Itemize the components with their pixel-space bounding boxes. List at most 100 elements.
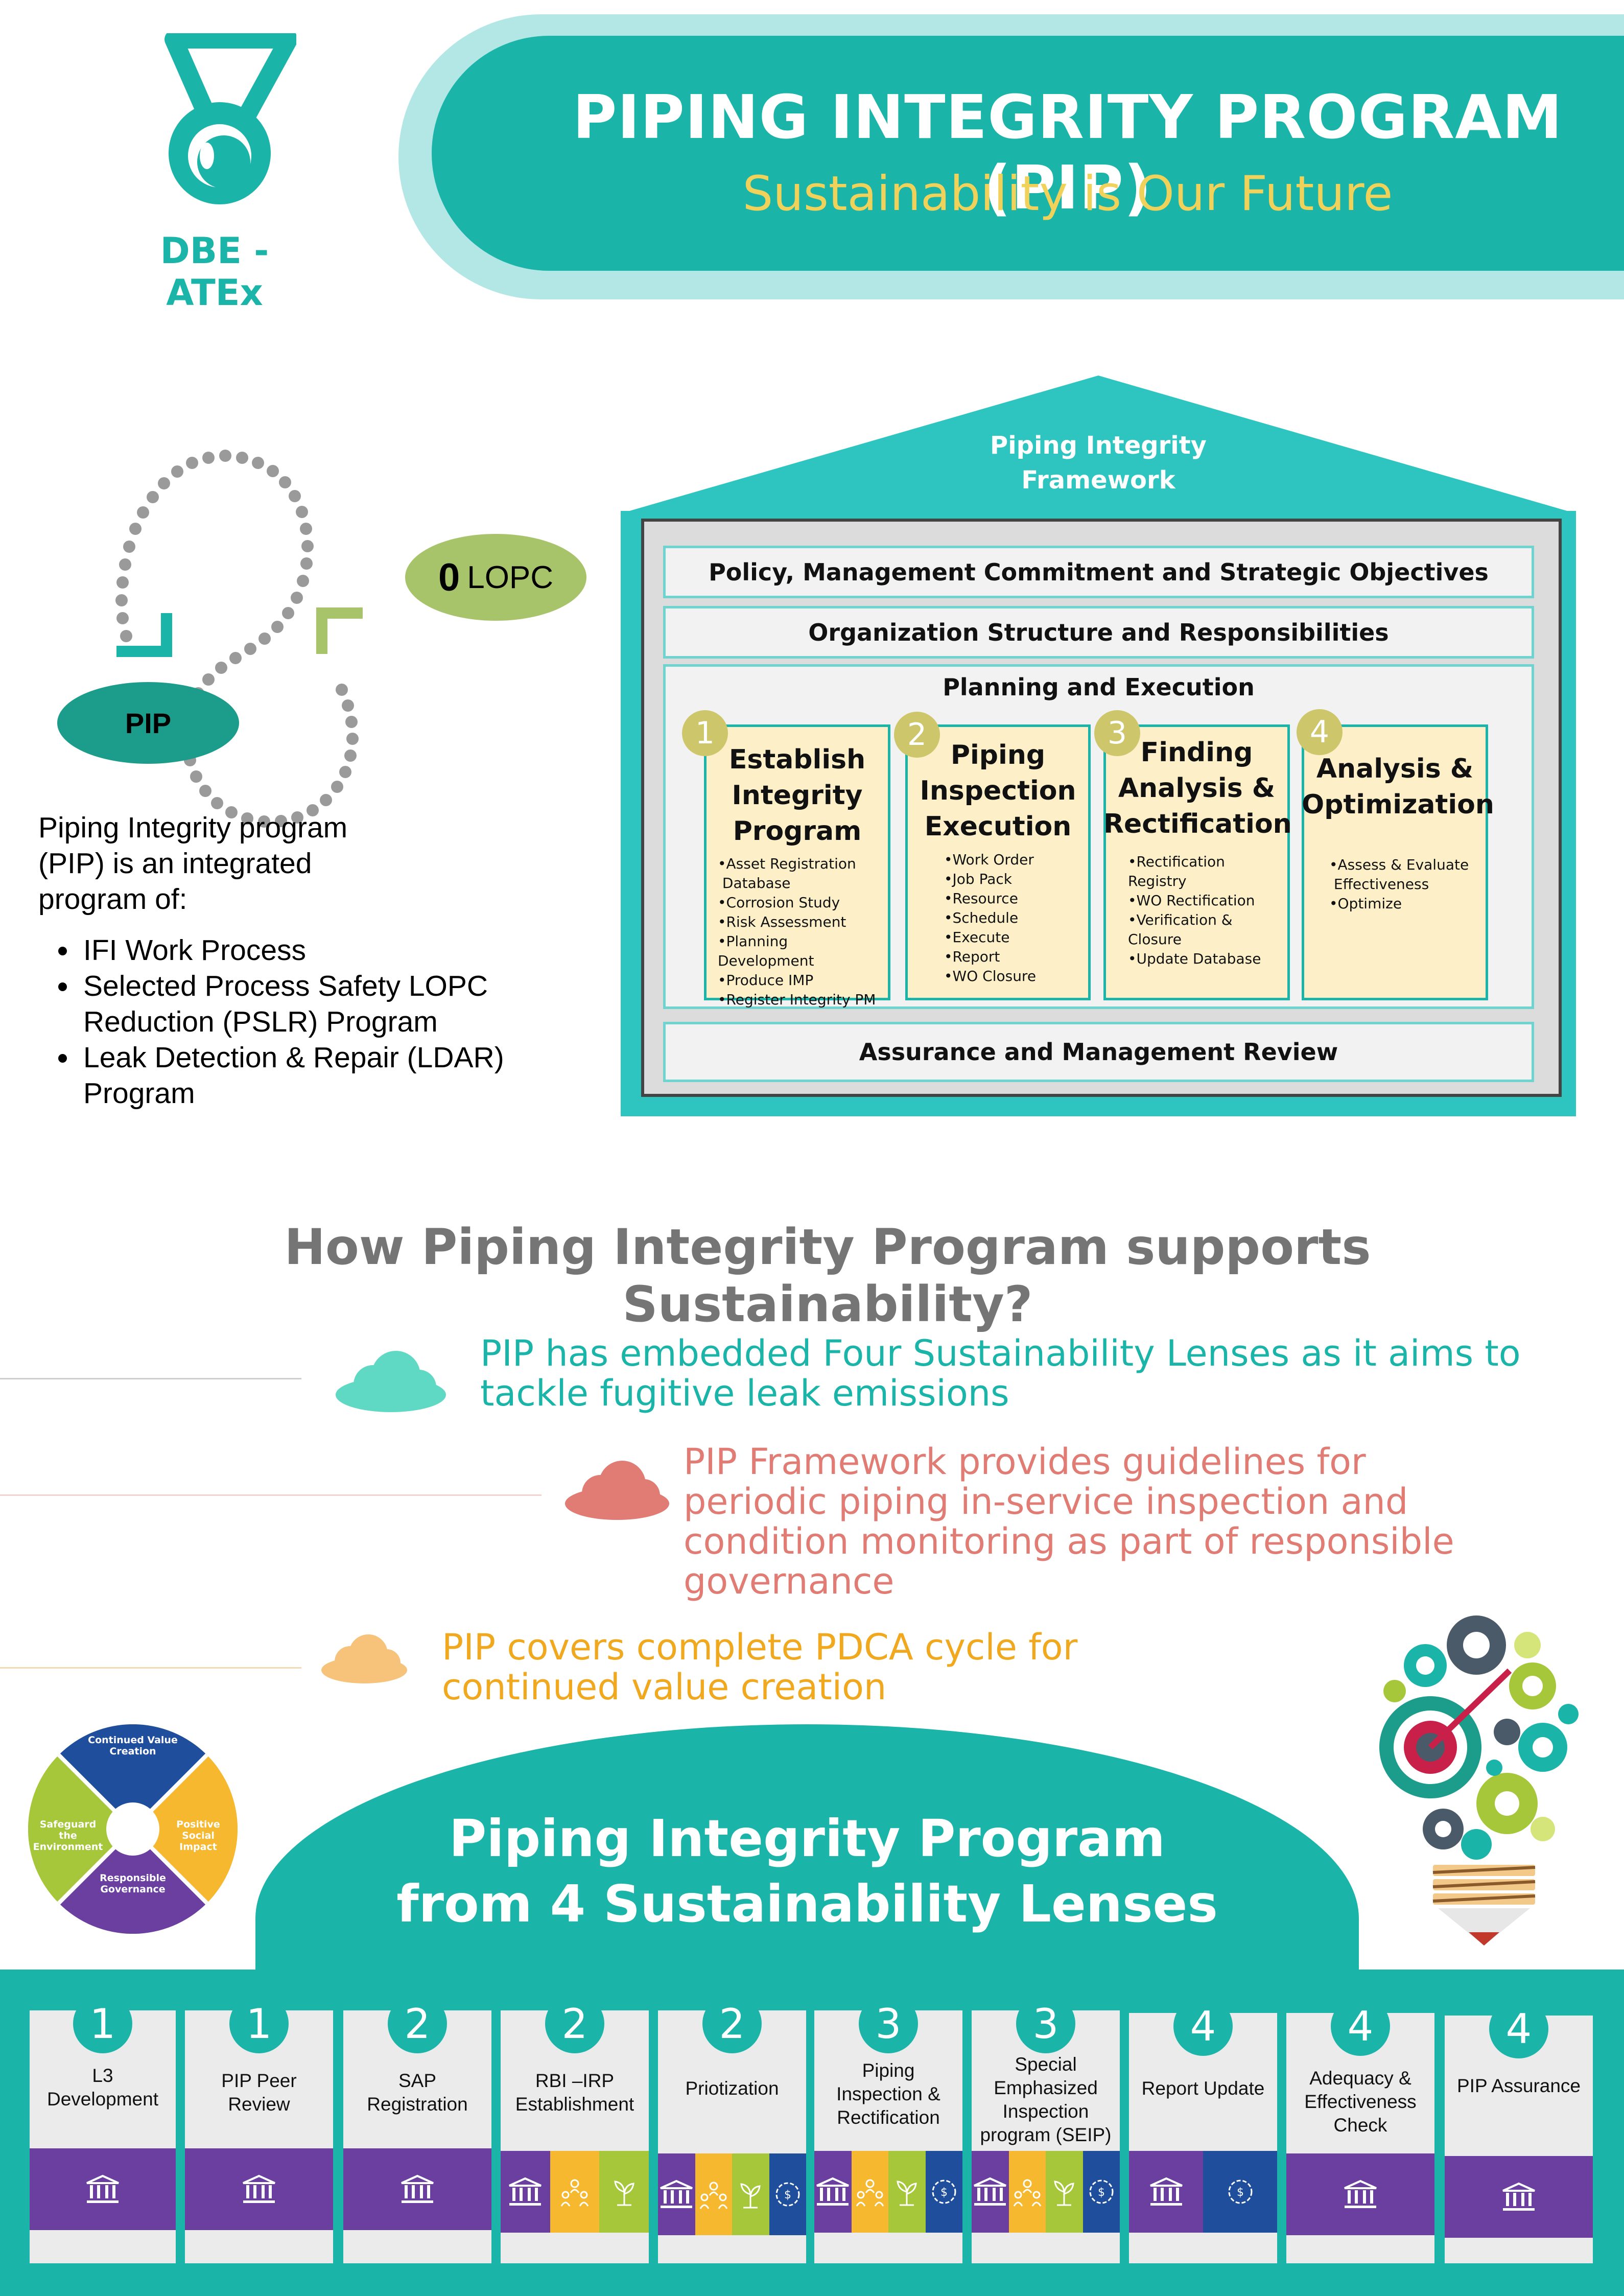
intro-bullet-list: IFI Work Process Selected Process Safety…	[38, 932, 580, 1111]
cloud-red-icon	[565, 1461, 669, 1520]
lens-strip	[185, 2148, 333, 2230]
lens-card-label: Piping Inspection & Rectification	[836, 2060, 940, 2128]
lens-card-label: L3 Development	[46, 2065, 158, 2110]
lens-card-number: 4	[1173, 1997, 1233, 2056]
lens-card-label: SAP Registration	[367, 2070, 468, 2115]
governance-icon	[1129, 2151, 1203, 2233]
lens-card-number: 2	[545, 1994, 604, 2053]
step-2-list: •Work Order •Job Pack •Resource •Schedul…	[944, 851, 1037, 985]
lens-strip: $	[972, 2151, 1120, 2233]
logo-text: DBE - ATEx	[160, 230, 269, 314]
statement-1-line	[0, 1378, 301, 1379]
page-title: PIPING INTEGRITY PROGRAM (PIP)	[573, 82, 1563, 223]
cloud-orange-icon	[321, 1634, 407, 1683]
step-1-title: Establish Integrity Program	[728, 744, 866, 847]
page-subtitle: Sustainability is Our Future	[742, 166, 1393, 222]
environment-icon	[732, 2153, 769, 2235]
governance-icon	[1445, 2156, 1593, 2238]
statement-2-line	[0, 1494, 542, 1496]
svg-text:$: $	[1237, 2186, 1244, 2199]
social-impact-icon	[1008, 2151, 1046, 2233]
wheel-label-environment: Safeguard the Environment	[33, 1819, 103, 1853]
lens-card-number: 4	[1489, 1999, 1548, 2058]
lens-strip	[1286, 2153, 1434, 2235]
governance-icon	[343, 2148, 491, 2230]
lens-card-label: PIP Assurance	[1456, 2075, 1581, 2096]
lens-card-number: 2	[388, 1994, 447, 2053]
assurance-bar: Assurance and Management Review	[663, 1022, 1534, 1082]
pip-oval: PIP	[57, 682, 239, 764]
wheel-label-value: Continued Value Creation	[88, 1735, 178, 1757]
intro-bullet: Leak Detection & Repair (LDAR) Program	[79, 1040, 580, 1111]
lens-card-number: 2	[702, 1994, 762, 2053]
planning-title: Planning and Execution	[943, 673, 1255, 701]
lens-card-label: RBI –IRP Establishment	[515, 2070, 634, 2115]
governance-icon	[658, 2153, 695, 2235]
step-1-list: •Asset Registration Database •Corrosion …	[718, 855, 876, 1008]
lens-card-label: Adequacy & Effectiveness Check	[1304, 2068, 1417, 2136]
lens-strip	[30, 2148, 176, 2230]
lens-card-number: 3	[859, 1994, 918, 2053]
organization-bar: Organization Structure and Responsibilit…	[663, 606, 1534, 659]
social-impact-icon	[695, 2153, 732, 2235]
svg-text:$: $	[1098, 2186, 1105, 2199]
step-1-number: 1	[682, 710, 728, 756]
lens-card-label: PIP Peer Review	[221, 2070, 297, 2115]
sustainability-wheel	[28, 1724, 238, 1934]
lens-card-label: Priotization	[685, 2078, 779, 2099]
step-2-title: Piping Inspection Execution	[920, 740, 1076, 842]
svg-text:$: $	[940, 2186, 948, 2199]
company-logo-icon	[164, 33, 296, 204]
governance-icon	[1286, 2153, 1434, 2235]
lens-card-number: 4	[1331, 1997, 1390, 2056]
lens-card-number: 1	[229, 1994, 289, 2053]
value-creation-icon: $	[1203, 2151, 1277, 2233]
value-creation-icon: $	[1082, 2151, 1120, 2233]
lens-strip: $	[1129, 2151, 1277, 2233]
sustainability-heading: How Piping Integrity Program supports Su…	[284, 1219, 1371, 1333]
environment-icon	[1046, 2151, 1083, 2233]
svg-text:$: $	[784, 2189, 791, 2201]
lens-strip	[501, 2151, 649, 2233]
lopc-number: 0	[438, 555, 460, 599]
social-impact-icon	[851, 2151, 888, 2233]
intro-text: Piping Integrity program (PIP) is an int…	[38, 811, 348, 916]
lens-card-number: 1	[73, 1994, 132, 2053]
environment-icon	[599, 2151, 649, 2233]
framework-roof	[621, 376, 1576, 524]
value-creation-icon: $	[769, 2153, 806, 2235]
wheel-label-social: Positive Social Impact	[176, 1819, 220, 1853]
step-3-list: •Rectification Registry •WO Rectificatio…	[1128, 853, 1261, 967]
environment-icon	[888, 2151, 926, 2233]
governance-icon	[501, 2151, 550, 2233]
intro-bullet: IFI Work Process	[79, 932, 580, 968]
lens-strip	[1445, 2156, 1593, 2238]
lens-card-number: 3	[1016, 1994, 1075, 2053]
statement-1: PIP has embedded Four Sustainability Len…	[480, 1332, 1521, 1414]
value-creation-icon: $	[925, 2151, 962, 2233]
governance-icon	[30, 2148, 176, 2230]
cloud-teal-icon	[336, 1351, 446, 1412]
step-2-box	[905, 724, 1091, 1000]
step-4-number: 4	[1297, 709, 1343, 755]
social-impact-icon	[550, 2151, 600, 2233]
step-2-number: 2	[894, 712, 940, 758]
statement-3-line	[0, 1667, 301, 1669]
intro-bullet: Selected Process Safety LOPC Reduction (…	[79, 968, 580, 1040]
step-3-title: Finding Analysis & Rectification	[1103, 737, 1292, 839]
lens-card-label: Special Emphasized Inspection program (S…	[980, 2054, 1112, 2145]
lopc-oval: 0 LOPC	[405, 534, 586, 621]
step-3-number: 3	[1094, 710, 1140, 756]
lens-card-label: Report Update	[1141, 2078, 1265, 2099]
header-band	[432, 36, 1624, 271]
governance-icon	[185, 2148, 333, 2230]
statement-2: PIP Framework provides guidelines for pe…	[684, 1441, 1454, 1602]
lens-strip: $	[658, 2153, 806, 2235]
step-4-list: •Assess & Evaluate Effectiveness •Optimi…	[1329, 856, 1469, 912]
lopc-text: LOPC	[467, 559, 554, 595]
statement-3: PIP covers complete PDCA cycle for conti…	[442, 1626, 1078, 1708]
step-4-box	[1302, 724, 1488, 1000]
step-1-box	[704, 724, 890, 1000]
lens-strip: $	[814, 2151, 962, 2233]
step-4-title: Analysis & Optimization	[1302, 754, 1494, 820]
